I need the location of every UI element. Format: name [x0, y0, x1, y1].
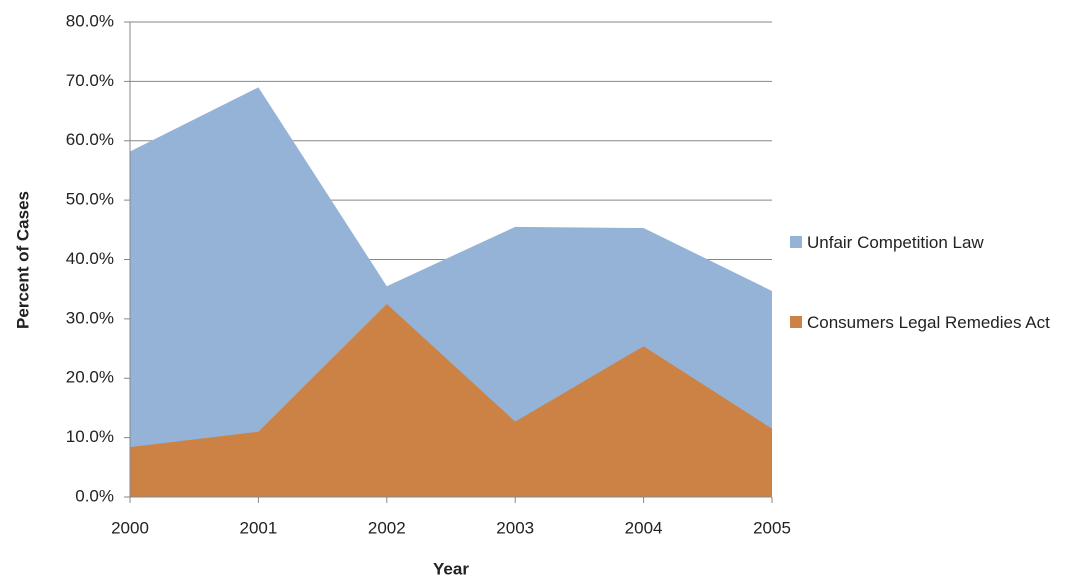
y-tick-label: 70.0%: [66, 71, 114, 90]
x-tick-label: 2002: [368, 518, 406, 537]
legend-swatch: [790, 316, 802, 328]
legend-item: Unfair Competition Law: [790, 228, 1060, 258]
y-tick-label: 20.0%: [66, 368, 114, 387]
y-axis-title: Percent of Cases: [13, 191, 32, 329]
y-tick-label: 10.0%: [66, 427, 114, 446]
legend-swatch: [790, 236, 802, 248]
y-tick-label: 40.0%: [66, 249, 114, 268]
y-tick-label: 0.0%: [75, 486, 114, 505]
y-tick-label: 80.0%: [66, 11, 114, 30]
x-tick-label: 2004: [625, 518, 663, 537]
x-tick-label: 2005: [753, 518, 791, 537]
x-axis-title: Year: [433, 559, 469, 578]
x-tick-label: 2003: [496, 518, 534, 537]
y-tick-label: 50.0%: [66, 190, 114, 209]
y-tick-label: 60.0%: [66, 130, 114, 149]
legend-label: Consumers Legal Remedies Act: [807, 313, 1050, 332]
legend-label: Unfair Competition Law: [807, 233, 984, 252]
x-tick-label: 2001: [239, 518, 277, 537]
y-tick-label: 30.0%: [66, 308, 114, 327]
legend-item: Consumers Legal Remedies Act: [790, 308, 1060, 338]
x-tick-label: 2000: [111, 518, 149, 537]
area: [130, 304, 772, 497]
